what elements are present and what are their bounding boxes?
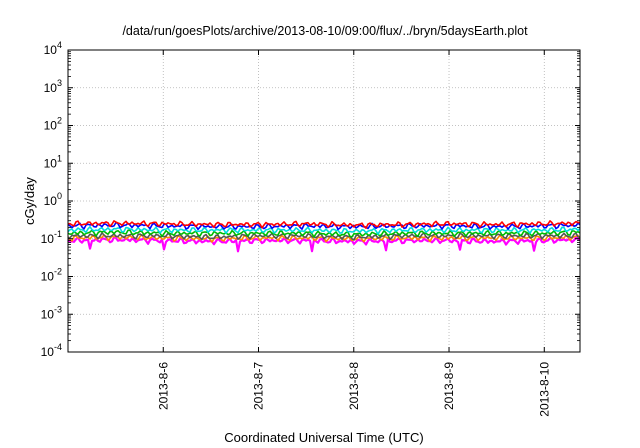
x-tick-label: 2013-8-6: [156, 362, 170, 410]
series-line: [67, 229, 581, 238]
series-line: [67, 232, 581, 241]
x-tick-label: 2013-8-10: [537, 362, 551, 417]
y-axis-label: cGy/day: [22, 177, 37, 225]
x-tick-label: 2013-8-9: [442, 362, 456, 410]
series-line: [68, 220, 581, 229]
x-axis-ticks: 2013-8-6 2013-8-7 2013-8-8 2013-8-9 2013-8-1…: [156, 50, 551, 417]
x-axis-label: Coordinated Universal Time (UTC): [224, 430, 423, 445]
series-layer: [67, 220, 581, 253]
chart-title: /data/run/goesPlots/archive/2013-08-10/0…: [122, 24, 528, 38]
x-tick-label: 2013-8-8: [347, 362, 361, 410]
series-line: [67, 226, 581, 235]
x-tick-label: 2013-8-7: [252, 362, 266, 410]
series-line: [67, 236, 581, 253]
